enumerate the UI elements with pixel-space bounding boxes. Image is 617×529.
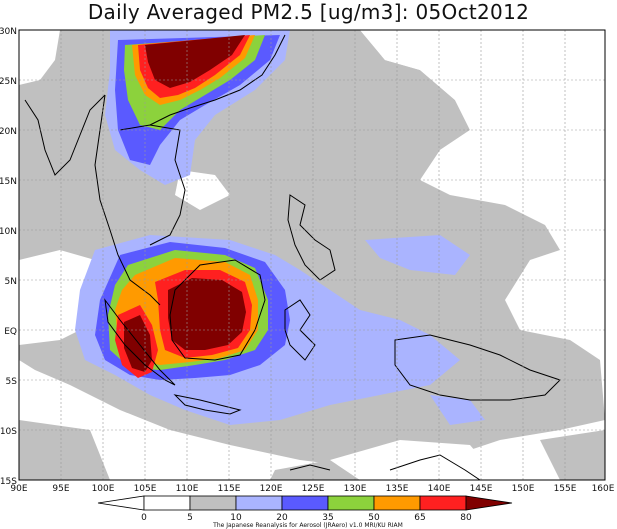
lat-label: 5S <box>6 377 18 387</box>
lon-label: 95E <box>52 484 69 494</box>
colorbar-swatch <box>373 495 421 511</box>
lon-label: 160E <box>592 484 615 494</box>
colorbar-label: 10 <box>230 513 242 523</box>
lon-label: 130E <box>344 484 367 494</box>
lon-label: 105E <box>134 484 157 494</box>
lon-label: 155E <box>554 484 577 494</box>
lon-label: 110E <box>176 484 199 494</box>
lat-label: 25N <box>0 77 17 87</box>
colorbar-swatch <box>465 495 513 511</box>
lon-label: 120E <box>260 484 283 494</box>
colorbar-labels: 0 5 10 20 35 50 65 80 <box>141 513 472 523</box>
lon-label: 145E <box>470 484 493 494</box>
lon-label: 125E <box>302 484 325 494</box>
map-area <box>19 30 605 480</box>
lat-labels: 30N 25N 20N 15N 10N 5N EQ 5S 10S 15S <box>0 27 17 487</box>
colorbar-label: 0 <box>141 513 147 523</box>
lon-labels: 90E 95E 100E 105E 110E 115E 120E 125E 13… <box>10 484 614 494</box>
lat-label: 10N <box>0 227 17 237</box>
data-credit: The Japanese Reanalysis for Aerosol (JRA… <box>212 522 403 529</box>
colorbar-label: 5 <box>187 513 193 523</box>
map-title: Daily Averaged PM2.5 [ug/m3]: 05Oct2012 <box>87 0 530 24</box>
lon-label: 140E <box>428 484 451 494</box>
colorbar-swatch <box>327 495 375 511</box>
colorbar-label: 50 <box>368 513 380 523</box>
colorbar-swatch <box>281 495 329 511</box>
colorbar-swatch <box>235 495 283 511</box>
colorbar-label: 35 <box>322 513 333 523</box>
lat-label: 15N <box>0 177 17 187</box>
colorbar-swatch <box>189 495 237 511</box>
lat-label: 20N <box>0 127 17 137</box>
pm-level-dark-red <box>124 35 246 372</box>
lat-label: 10S <box>0 427 17 437</box>
lon-label: 100E <box>92 484 115 494</box>
colorbar-label: 20 <box>276 513 288 523</box>
colorbar-swatch <box>97 495 145 511</box>
map-frame <box>18 29 606 481</box>
colorbar-label: 80 <box>460 513 472 523</box>
lat-lon-grid <box>19 30 605 480</box>
colorbar-swatch <box>419 495 467 511</box>
colorbar-swatch <box>143 495 191 511</box>
colorbar <box>97 495 513 511</box>
lon-label: 90E <box>10 484 27 494</box>
lat-label: 5N <box>5 277 17 287</box>
lon-label: 150E <box>512 484 535 494</box>
lat-label: EQ <box>4 327 17 337</box>
coastlines <box>24 34 561 480</box>
lon-label: 135E <box>386 484 409 494</box>
lon-label: 115E <box>218 484 241 494</box>
lat-label: 30N <box>0 27 17 37</box>
colorbar-label: 65 <box>414 513 425 523</box>
lat-label: 15S <box>0 477 17 487</box>
